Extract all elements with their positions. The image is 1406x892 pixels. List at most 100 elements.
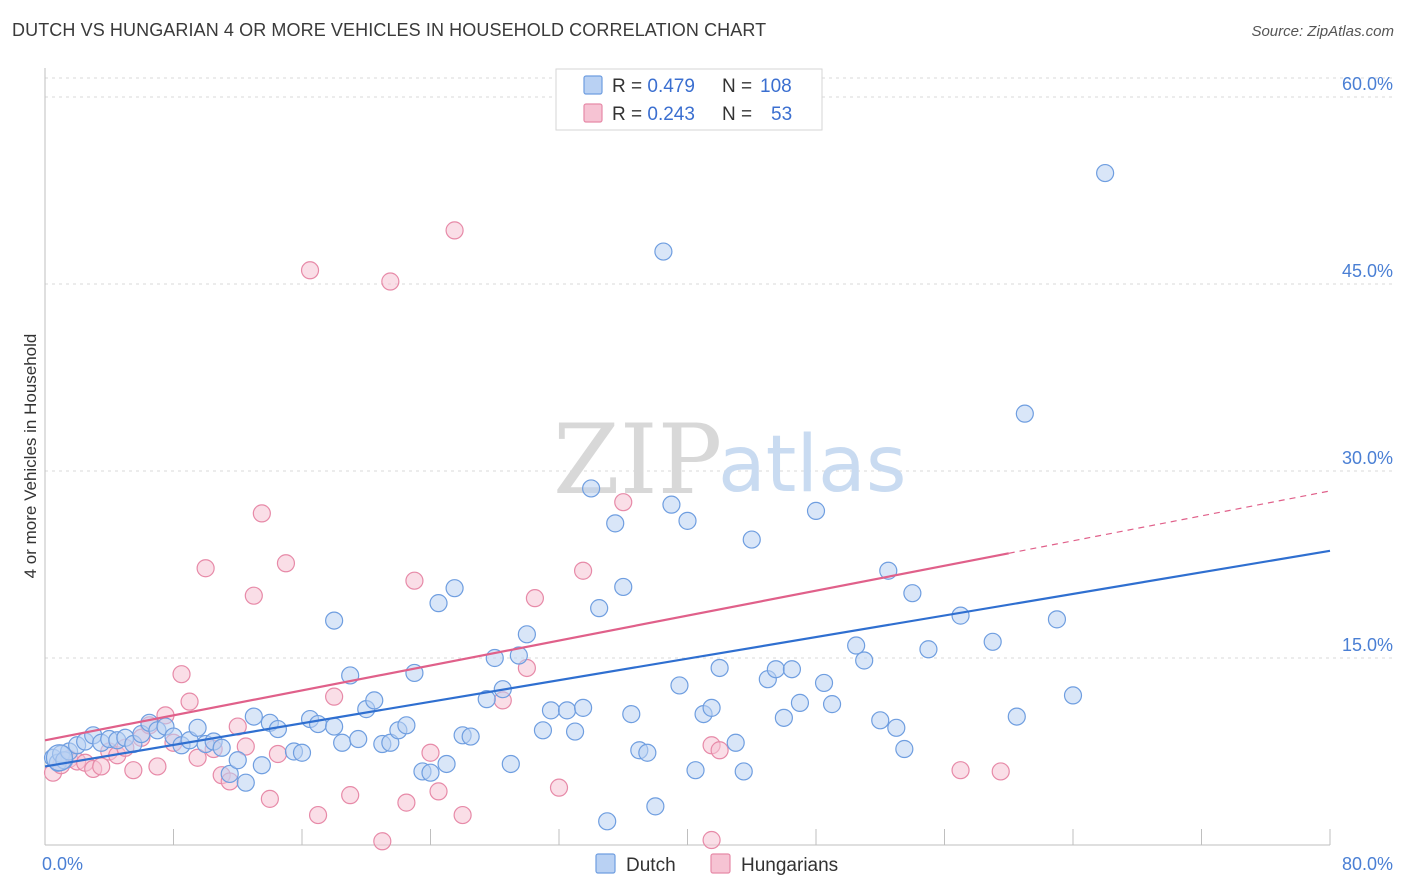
dutch-point-94 <box>855 651 874 670</box>
dutch-point-26 <box>236 773 255 792</box>
trend-lines <box>44 490 1331 768</box>
hungarian-point-30 <box>300 261 320 280</box>
dutch-point-106 <box>1063 686 1083 705</box>
hungarian-point-18 <box>188 748 207 767</box>
hungarian-point-35 <box>381 272 400 291</box>
hungarian-point-17 <box>180 692 199 711</box>
dutch-point-67 <box>598 812 617 831</box>
dutch-point-70 <box>622 704 641 724</box>
hungarian-point-39 <box>429 782 448 801</box>
dutch-point-51 <box>445 579 464 598</box>
dutch-point-34 <box>308 714 328 734</box>
hungarian-point-47 <box>614 493 633 512</box>
dutch-point-95 <box>871 711 890 730</box>
hungarian-point-45 <box>549 778 569 797</box>
dutch-point-105 <box>1047 610 1067 629</box>
dutch-point-101 <box>951 606 970 625</box>
hungarian-point-48 <box>702 830 721 850</box>
dutch-point-75 <box>662 495 681 514</box>
hungarian-point-52 <box>991 762 1010 781</box>
dutch-point-32 <box>292 743 312 762</box>
dutch-point-100 <box>919 640 938 659</box>
hungarian-point-46 <box>573 561 593 580</box>
y-tick-label-3: 60.0% <box>1342 74 1393 94</box>
dutch-point-99 <box>903 584 922 603</box>
hungarian-point-26 <box>252 504 271 523</box>
hungarian-point-27 <box>260 789 279 808</box>
x-tick-labels: 0.0% 80.0% <box>42 854 1393 874</box>
dutch-point-65 <box>582 479 601 498</box>
hungarian-point-40 <box>445 221 464 240</box>
legend-hungarians-swatch <box>710 853 731 874</box>
dutch-point-82 <box>726 733 745 752</box>
hungarians-r-value: 0.243 <box>647 104 695 125</box>
dutch-point-35 <box>325 717 344 736</box>
dutch-point-24 <box>220 764 239 784</box>
dutch-point-66 <box>590 599 609 618</box>
dutch-point-49 <box>429 594 448 613</box>
series-legend: Dutch Hungarians <box>595 853 838 876</box>
hungarian-point-28 <box>268 744 288 764</box>
dutch-point-77 <box>678 511 697 530</box>
svg-text:N =: N = <box>722 104 752 125</box>
dutch-point-73 <box>646 797 665 816</box>
dutch-point-83 <box>734 762 753 781</box>
hungarian-point-24 <box>236 737 255 756</box>
hungarian-point-41 <box>453 805 472 825</box>
dutch-point-84 <box>742 530 761 549</box>
trend-line-extension-1 <box>1008 490 1331 554</box>
dutch-point-72 <box>638 743 657 762</box>
dutch-point-27 <box>244 707 263 726</box>
x-tick-label-0: 0.0% <box>42 854 83 874</box>
dutch-point-97 <box>887 718 906 737</box>
dutch-point-57 <box>501 754 520 774</box>
svg-text:R = 0.479: R = 0.479 <box>612 76 695 97</box>
hungarian-point-10 <box>124 761 143 780</box>
y-tick-label-0: 15.0% <box>1342 635 1393 655</box>
dutch-cluster-point <box>45 744 74 772</box>
y-axis-label: 4 or more Vehicles in Household <box>21 334 40 579</box>
dutch-point-88 <box>782 660 802 679</box>
dutch-point-98 <box>895 739 914 759</box>
dutch-point-50 <box>437 754 456 774</box>
dutch-point-68 <box>606 514 625 533</box>
dutch-point-64 <box>573 698 593 717</box>
hungarian-point-6 <box>92 757 111 776</box>
dutch-point-69 <box>614 577 633 597</box>
hungarian-point-37 <box>405 571 424 590</box>
dutch-point-104 <box>1015 404 1034 423</box>
hungarian-point-31 <box>308 805 328 825</box>
trend-line-0 <box>44 549 1331 768</box>
dutch-r-label: R = <box>612 76 647 97</box>
dutch-point-36 <box>325 611 344 630</box>
dutch-point-45 <box>397 716 416 735</box>
dutch-point-86 <box>766 660 785 679</box>
hungarian-point-29 <box>276 554 296 573</box>
hungarian-point-50 <box>710 741 729 760</box>
hungarians-stats-swatch <box>583 103 603 123</box>
hungarian-point-34 <box>373 832 392 851</box>
svg-text:R = 0.243: R = 0.243 <box>612 104 695 125</box>
hungarian-point-38 <box>421 743 440 762</box>
dutch-point-20 <box>188 718 207 737</box>
dutch-point-87 <box>774 708 793 727</box>
y-tick-labels: 15.0% 30.0% 45.0% 60.0% <box>1342 74 1393 655</box>
legend-dutch-label: Dutch <box>626 855 676 876</box>
svg-text:N =: N = <box>722 76 752 97</box>
dutch-point-93 <box>847 636 866 655</box>
watermark-zip: ZIP <box>553 404 722 516</box>
dutch-point-61 <box>541 701 561 720</box>
source-credit: Source: ZipAtlas.com <box>1251 23 1394 40</box>
dutch-point-81 <box>710 658 729 678</box>
dutch-point-78 <box>686 761 705 780</box>
dutch-point-58 <box>509 646 528 665</box>
dutch-point-53 <box>461 727 480 746</box>
hungarian-point-44 <box>525 589 545 608</box>
dutch-r-value: 0.479 <box>647 76 695 97</box>
dutch-point-76 <box>670 676 689 695</box>
y-tick-label-2: 45.0% <box>1342 261 1393 281</box>
dutch-point-28 <box>252 756 271 775</box>
y-tick-label-1: 30.0% <box>1342 448 1393 468</box>
hungarian-point-51 <box>951 761 970 780</box>
